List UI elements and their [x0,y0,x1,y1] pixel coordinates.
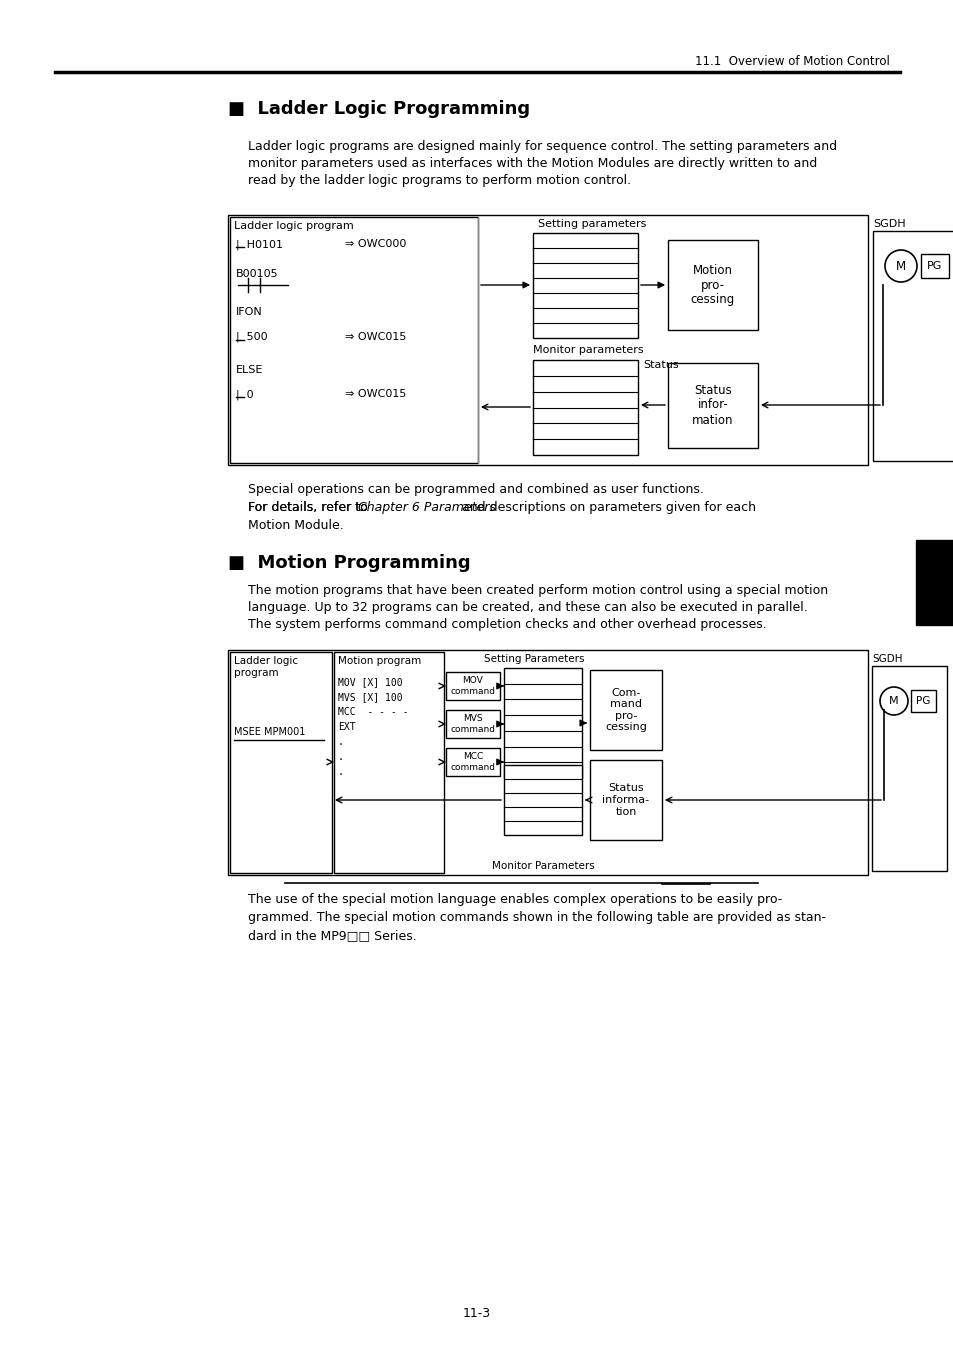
Text: |  500: | 500 [235,332,268,343]
Bar [228,650,867,875]
Text: MVS
command: MVS command [450,715,495,734]
Text: MOV
command: MOV command [450,677,495,696]
Bar [910,690,935,712]
Text: The use of the special motion language enables complex operations to be easily p: The use of the special motion language e… [248,893,781,907]
Text: Chapter 6 Parameters: Chapter 6 Parameters [357,501,496,513]
Bar [589,761,661,840]
Text: Setting parameters: Setting parameters [537,219,646,230]
Text: |  H0101: | H0101 [235,239,283,250]
Text: MVS [X] 100: MVS [X] 100 [337,692,402,703]
Text: Motion program: Motion program [337,657,421,666]
Text: MSEE MPM001: MSEE MPM001 [233,727,305,738]
Text: PG: PG [926,261,942,272]
Bar [920,254,948,278]
Text: Monitor Parameters: Monitor Parameters [491,861,594,871]
Text: grammed. The special motion commands shown in the following table are provided a: grammed. The special motion commands sho… [248,911,825,924]
Text: .: . [337,738,343,747]
Text: ELSE: ELSE [235,365,263,376]
Bar [872,231,953,461]
Text: Com-
mand
pro-
cessing: Com- mand pro- cessing [604,688,646,732]
Bar [667,240,758,330]
Text: PG: PG [915,696,929,707]
Bar [334,653,443,873]
Bar [446,671,499,700]
Text: For details, refer to: For details, refer to [248,501,372,513]
Text: .: . [337,767,343,777]
Text: IFON: IFON [235,307,262,317]
Bar [230,653,332,873]
Text: SGDH: SGDH [872,219,904,230]
Bar [228,215,867,465]
Text: and descriptions on parameters given for each: and descriptions on parameters given for… [457,501,755,513]
Text: ⇒ OWC000: ⇒ OWC000 [345,239,406,249]
Bar [503,667,581,778]
Text: For details, refer to: For details, refer to [248,501,372,513]
Text: MOV [X] 100: MOV [X] 100 [337,677,402,688]
Bar [533,232,638,338]
Text: M: M [888,696,898,707]
Text: Ladder logic programs are designed mainly for sequence control. The setting para: Ladder logic programs are designed mainl… [248,141,836,153]
Text: Monitor parameters: Monitor parameters [533,345,643,355]
Text: MCC  - - - -: MCC - - - - [337,707,408,717]
Text: EXT: EXT [337,721,355,732]
Text: B00105: B00105 [235,269,278,280]
Text: The system performs command completion checks and other overhead processes.: The system performs command completion c… [248,617,766,631]
Text: The motion programs that have been created perform motion control using a specia: The motion programs that have been creat… [248,584,827,597]
Text: .: . [337,753,343,762]
Bar [871,666,946,871]
Text: ⇒ OWC015: ⇒ OWC015 [345,332,406,342]
Text: Setting Parameters: Setting Parameters [483,654,584,663]
Text: ■  Motion Programming: ■ Motion Programming [228,554,470,571]
Bar [589,670,661,750]
Text: MCC
command: MCC command [450,753,495,771]
Text: ⇒ OWC015: ⇒ OWC015 [345,389,406,399]
Text: Status
informa-
tion: Status informa- tion [601,784,649,816]
Text: monitor parameters used as interfaces with the Motion Modules are directly writt: monitor parameters used as interfaces wi… [248,157,817,170]
Text: 11.1  Overview of Motion Control: 11.1 Overview of Motion Control [695,55,889,68]
Text: language. Up to 32 programs can be created, and these can also be executed in pa: language. Up to 32 programs can be creat… [248,601,807,613]
Text: ■  Ladder Logic Programming: ■ Ladder Logic Programming [228,100,530,118]
Bar [446,748,499,775]
Bar [915,540,953,626]
Text: dard in the MP9□□ Series.: dard in the MP9□□ Series. [248,929,416,942]
Text: Special operations can be programmed and combined as user functions.: Special operations can be programmed and… [248,484,703,496]
Text: Motion Module.: Motion Module. [248,519,343,532]
Bar [667,363,758,449]
Text: M: M [895,259,905,273]
Bar [533,359,638,455]
Text: Ladder logic program: Ladder logic program [233,222,354,231]
Text: 11: 11 [922,573,946,590]
Text: Status
infor-
mation: Status infor- mation [692,384,733,427]
Text: |  0: | 0 [235,389,253,400]
Text: Ladder logic
program: Ladder logic program [233,657,297,678]
Text: read by the ladder logic programs to perform motion control.: read by the ladder logic programs to per… [248,174,631,186]
Text: 11-3: 11-3 [462,1306,491,1320]
Text: Motion
pro-
cessing: Motion pro- cessing [690,263,735,307]
Bar [446,711,499,738]
Text: SGDH: SGDH [871,654,902,663]
Bar [503,765,581,835]
Text: Status: Status [642,359,678,370]
Bar [230,218,477,463]
